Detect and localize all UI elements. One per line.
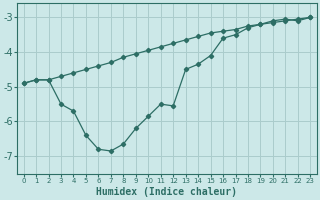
X-axis label: Humidex (Indice chaleur): Humidex (Indice chaleur): [96, 186, 237, 197]
